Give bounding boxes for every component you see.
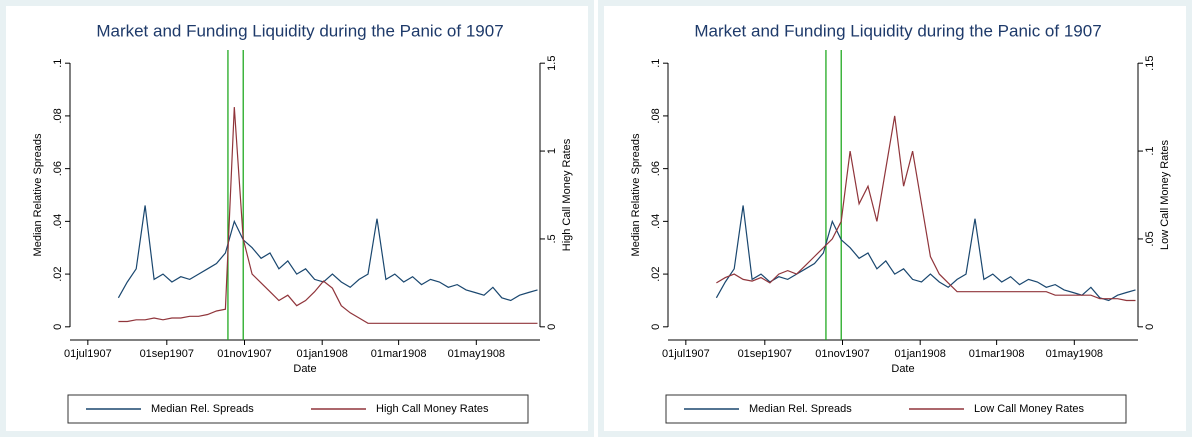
y2-tick-label: .1 [1144, 146, 1156, 155]
y-tick-label: .08 [650, 108, 662, 123]
y-axis-title: Median Relative Spreads [630, 133, 642, 256]
panel [6, 6, 588, 431]
y-tick-label: .08 [52, 108, 64, 123]
y-tick-label: .1 [52, 59, 64, 68]
y-tick-label: .04 [52, 214, 64, 229]
x-tick-label: 01jul1907 [662, 348, 710, 360]
x-axis-title: Date [293, 363, 316, 375]
y2-axis-title: High Call Money Rates [561, 138, 573, 251]
series-line [715, 205, 1136, 302]
chart-title: Market and Funding Liquidity during the … [96, 21, 503, 40]
x-tick-label: 01nov1907 [815, 348, 869, 360]
x-tick-label: 01mar1908 [371, 348, 427, 360]
y-tick-label: 0 [52, 324, 64, 330]
y2-tick-label: 1.5 [546, 56, 558, 71]
x-axis-title: Date [891, 363, 914, 375]
series-line [716, 115, 1136, 302]
x-tick-label: 01jan1908 [894, 348, 945, 360]
x-tick-label: 01jan1908 [296, 348, 347, 360]
x-tick-label: 01jul1907 [64, 348, 112, 360]
chart-title: Market and Funding Liquidity during the … [694, 21, 1101, 40]
x-tick-label: 01may1908 [448, 348, 506, 360]
y2-tick-label: .5 [546, 234, 558, 243]
legend-label: Low Call Money Rates [974, 403, 1085, 415]
panel [604, 6, 1186, 431]
y-axis-title: Median Relative Spreads [32, 133, 44, 256]
x-tick-label: 01sep1907 [738, 348, 792, 360]
y2-tick-label: .15 [1144, 56, 1156, 71]
legend-label: Median Rel. Spreads [749, 403, 852, 415]
x-tick-label: 01sep1907 [140, 348, 194, 360]
x-tick-label: 01mar1908 [969, 348, 1025, 360]
y-tick-label: .06 [650, 161, 662, 176]
y-tick-label: .1 [650, 59, 662, 68]
y-tick-label: .06 [52, 161, 64, 176]
series-line [118, 107, 538, 324]
y2-tick-label: 0 [1144, 324, 1156, 330]
legend [665, 394, 1127, 424]
series-line [117, 205, 538, 302]
y-tick-label: .02 [650, 266, 662, 281]
y-tick-label: .02 [52, 266, 64, 281]
y2-tick-label: 0 [546, 324, 558, 330]
legend-label: High Call Money Rates [376, 403, 489, 415]
legend-label: Median Rel. Spreads [151, 403, 254, 415]
y2-tick-label: .05 [1144, 231, 1156, 246]
y2-tick-label: 1 [546, 148, 558, 154]
x-tick-label: 01may1908 [1046, 348, 1104, 360]
legend [67, 394, 529, 424]
x-tick-label: 01nov1907 [217, 348, 271, 360]
y-tick-label: .04 [650, 214, 662, 229]
y2-axis-title: Low Call Money Rates [1159, 139, 1171, 250]
y-tick-label: 0 [650, 324, 662, 330]
